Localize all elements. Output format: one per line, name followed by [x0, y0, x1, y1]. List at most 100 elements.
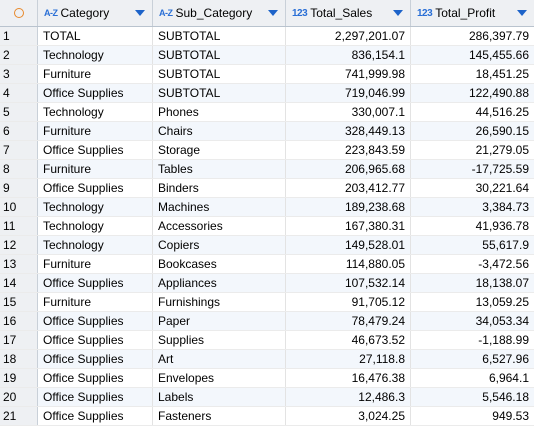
row-number[interactable]: 6: [0, 122, 38, 140]
row-number[interactable]: 18: [0, 350, 38, 368]
cell-category[interactable]: Office Supplies: [38, 141, 153, 159]
cell-sub-category[interactable]: Binders: [153, 179, 286, 197]
cell-total-profit[interactable]: 30,221.64: [475, 181, 529, 195]
cell-total-sales[interactable]: 3,024.25: [286, 407, 411, 425]
cell-total-sales[interactable]: 16,476.38: [286, 369, 411, 387]
cell-category[interactable]: Technology: [38, 103, 153, 121]
table-row[interactable]: 19 Office Supplies Envelopes 16,476.38 6,964…: [0, 369, 534, 388]
cell-category[interactable]: Office Supplies: [38, 388, 153, 406]
cell-sub-category[interactable]: Copiers: [153, 236, 286, 254]
row-number[interactable]: 9: [0, 179, 38, 197]
cell-total-sales[interactable]: 167,380.31: [286, 217, 411, 235]
row-number[interactable]: 20: [0, 388, 38, 406]
table-row[interactable]: 21 Office Supplies Fasteners 3,024.25 949.53: [0, 407, 534, 426]
row-number[interactable]: 8: [0, 160, 38, 178]
cell-sub-category[interactable]: Furnishings: [153, 293, 286, 311]
table-row[interactable]: 4 Office Supplies SUBTOTAL 719,046.99 122,49…: [0, 84, 534, 103]
table-row[interactable]: 2 Technology SUBTOTAL 836,154.1 145,455.66: [0, 46, 534, 65]
cell-total-sales[interactable]: 203,412.77: [286, 179, 411, 197]
cell-category[interactable]: Technology: [38, 217, 153, 235]
table-row[interactable]: 1 TOTAL SUBTOTAL 2,297,201.07 286,397.79: [0, 27, 534, 46]
cell-total-sales[interactable]: 46,673.52: [286, 331, 411, 349]
cell-category[interactable]: Furniture: [38, 255, 153, 273]
table-row[interactable]: 17 Office Supplies Supplies 46,673.52 -1,188…: [0, 331, 534, 350]
table-row[interactable]: 20 Office Supplies Labels 12,486.3 5,546.18: [0, 388, 534, 407]
cell-total-sales[interactable]: 114,880.05: [286, 255, 411, 273]
cell-total-sales[interactable]: 189,238.68: [286, 198, 411, 216]
column-header-category[interactable]: A-Z Category: [38, 0, 153, 26]
row-number[interactable]: 14: [0, 274, 38, 292]
row-number[interactable]: 12: [0, 236, 38, 254]
row-number[interactable]: 7: [0, 141, 38, 159]
cell-total-sales[interactable]: 27,118.8: [286, 350, 411, 368]
table-row[interactable]: 11 Technology Accessories 167,380.31 41,936.…: [0, 217, 534, 236]
cell-category[interactable]: Technology: [38, 198, 153, 216]
row-number[interactable]: 13: [0, 255, 38, 273]
row-number[interactable]: 15: [0, 293, 38, 311]
table-row[interactable]: 18 Office Supplies Art 27,118.8 6,527.96: [0, 350, 534, 369]
column-header-sub-category[interactable]: A-Z Sub_Category: [153, 0, 286, 26]
cell-sub-category[interactable]: Accessories: [153, 217, 286, 235]
cell-category[interactable]: Office Supplies: [38, 369, 153, 387]
cell-total-profit[interactable]: 21,279.05: [475, 143, 529, 157]
cell-total-profit[interactable]: 26,590.15: [475, 124, 529, 138]
select-all-corner[interactable]: [0, 0, 38, 26]
row-number[interactable]: 19: [0, 369, 38, 387]
sort-filter-icon[interactable]: [268, 10, 278, 16]
table-row[interactable]: 13 Furniture Bookcases 114,880.05 -3,472.56: [0, 255, 534, 274]
row-number[interactable]: 4: [0, 84, 38, 102]
row-number[interactable]: 17: [0, 331, 38, 349]
cell-sub-category[interactable]: Paper: [153, 312, 286, 330]
row-number[interactable]: 10: [0, 198, 38, 216]
cell-sub-category[interactable]: SUBTOTAL: [153, 65, 286, 83]
row-number[interactable]: 21: [0, 407, 38, 425]
table-row[interactable]: 10 Technology Machines 189,238.68 3,384.73: [0, 198, 534, 217]
cell-total-profit[interactable]: 6,964.1: [488, 371, 529, 385]
column-header-total-sales[interactable]: 123 Total_Sales: [286, 0, 411, 26]
cell-category[interactable]: Technology: [38, 236, 153, 254]
cell-sub-category[interactable]: Machines: [153, 198, 286, 216]
cell-sub-category[interactable]: Fasteners: [153, 407, 286, 425]
cell-total-profit[interactable]: -17,725.59: [471, 162, 529, 176]
table-row[interactable]: 9 Office Supplies Binders 203,412.77 30,221.…: [0, 179, 534, 198]
cell-total-profit[interactable]: 44,516.25: [475, 105, 529, 119]
cell-total-sales[interactable]: 149,528.01: [286, 236, 411, 254]
cell-category[interactable]: TOTAL: [38, 27, 153, 45]
cell-total-profit[interactable]: -1,188.99: [478, 333, 529, 347]
cell-total-profit[interactable]: 55,617.9: [482, 238, 529, 252]
table-row[interactable]: 5 Technology Phones 330,007.1 44,516.25: [0, 103, 534, 122]
cell-category[interactable]: Furniture: [38, 65, 153, 83]
cell-total-sales[interactable]: 741,999.98: [286, 65, 411, 83]
row-number[interactable]: 3: [0, 65, 38, 83]
table-row[interactable]: 8 Furniture Tables 206,965.68 -17,725.59: [0, 160, 534, 179]
cell-total-sales[interactable]: 836,154.1: [286, 46, 411, 64]
cell-sub-category[interactable]: Tables: [153, 160, 286, 178]
row-number[interactable]: 1: [0, 27, 38, 45]
cell-total-sales[interactable]: 719,046.99: [286, 84, 411, 102]
cell-sub-category[interactable]: SUBTOTAL: [153, 84, 286, 102]
cell-total-sales[interactable]: 107,532.14: [286, 274, 411, 292]
cell-total-profit[interactable]: 18,138.07: [475, 276, 529, 290]
table-row[interactable]: 15 Furniture Furnishings 91,705.12 13,059.25: [0, 293, 534, 312]
table-row[interactable]: 3 Furniture SUBTOTAL 741,999.98 18,451.25: [0, 65, 534, 84]
cell-total-profit[interactable]: 122,490.88: [468, 86, 529, 100]
cell-sub-category[interactable]: SUBTOTAL: [153, 27, 286, 45]
cell-total-sales[interactable]: 78,479.24: [286, 312, 411, 330]
cell-total-profit[interactable]: 13,059.25: [475, 295, 529, 309]
row-number[interactable]: 16: [0, 312, 38, 330]
cell-total-sales[interactable]: 206,965.68: [286, 160, 411, 178]
cell-total-profit[interactable]: 6,527.96: [482, 352, 529, 366]
cell-total-sales[interactable]: 223,843.59: [286, 141, 411, 159]
cell-sub-category[interactable]: Phones: [153, 103, 286, 121]
cell-total-sales[interactable]: 91,705.12: [286, 293, 411, 311]
cell-total-profit[interactable]: 34,053.34: [475, 314, 529, 328]
sort-filter-icon[interactable]: [393, 10, 403, 16]
sort-filter-icon[interactable]: [135, 10, 145, 16]
cell-category[interactable]: Furniture: [38, 122, 153, 140]
table-row[interactable]: 14 Office Supplies Appliances 107,532.14 18,…: [0, 274, 534, 293]
table-row[interactable]: 16 Office Supplies Paper 78,479.24 34,053.34: [0, 312, 534, 331]
cell-sub-category[interactable]: Chairs: [153, 122, 286, 140]
cell-category[interactable]: Office Supplies: [38, 312, 153, 330]
table-row[interactable]: 6 Furniture Chairs 328,449.13 26,590.15: [0, 122, 534, 141]
cell-category[interactable]: Office Supplies: [38, 84, 153, 102]
